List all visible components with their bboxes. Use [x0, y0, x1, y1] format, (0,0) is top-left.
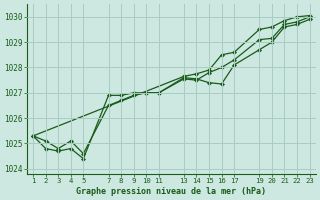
X-axis label: Graphe pression niveau de la mer (hPa): Graphe pression niveau de la mer (hPa) [76, 187, 266, 196]
